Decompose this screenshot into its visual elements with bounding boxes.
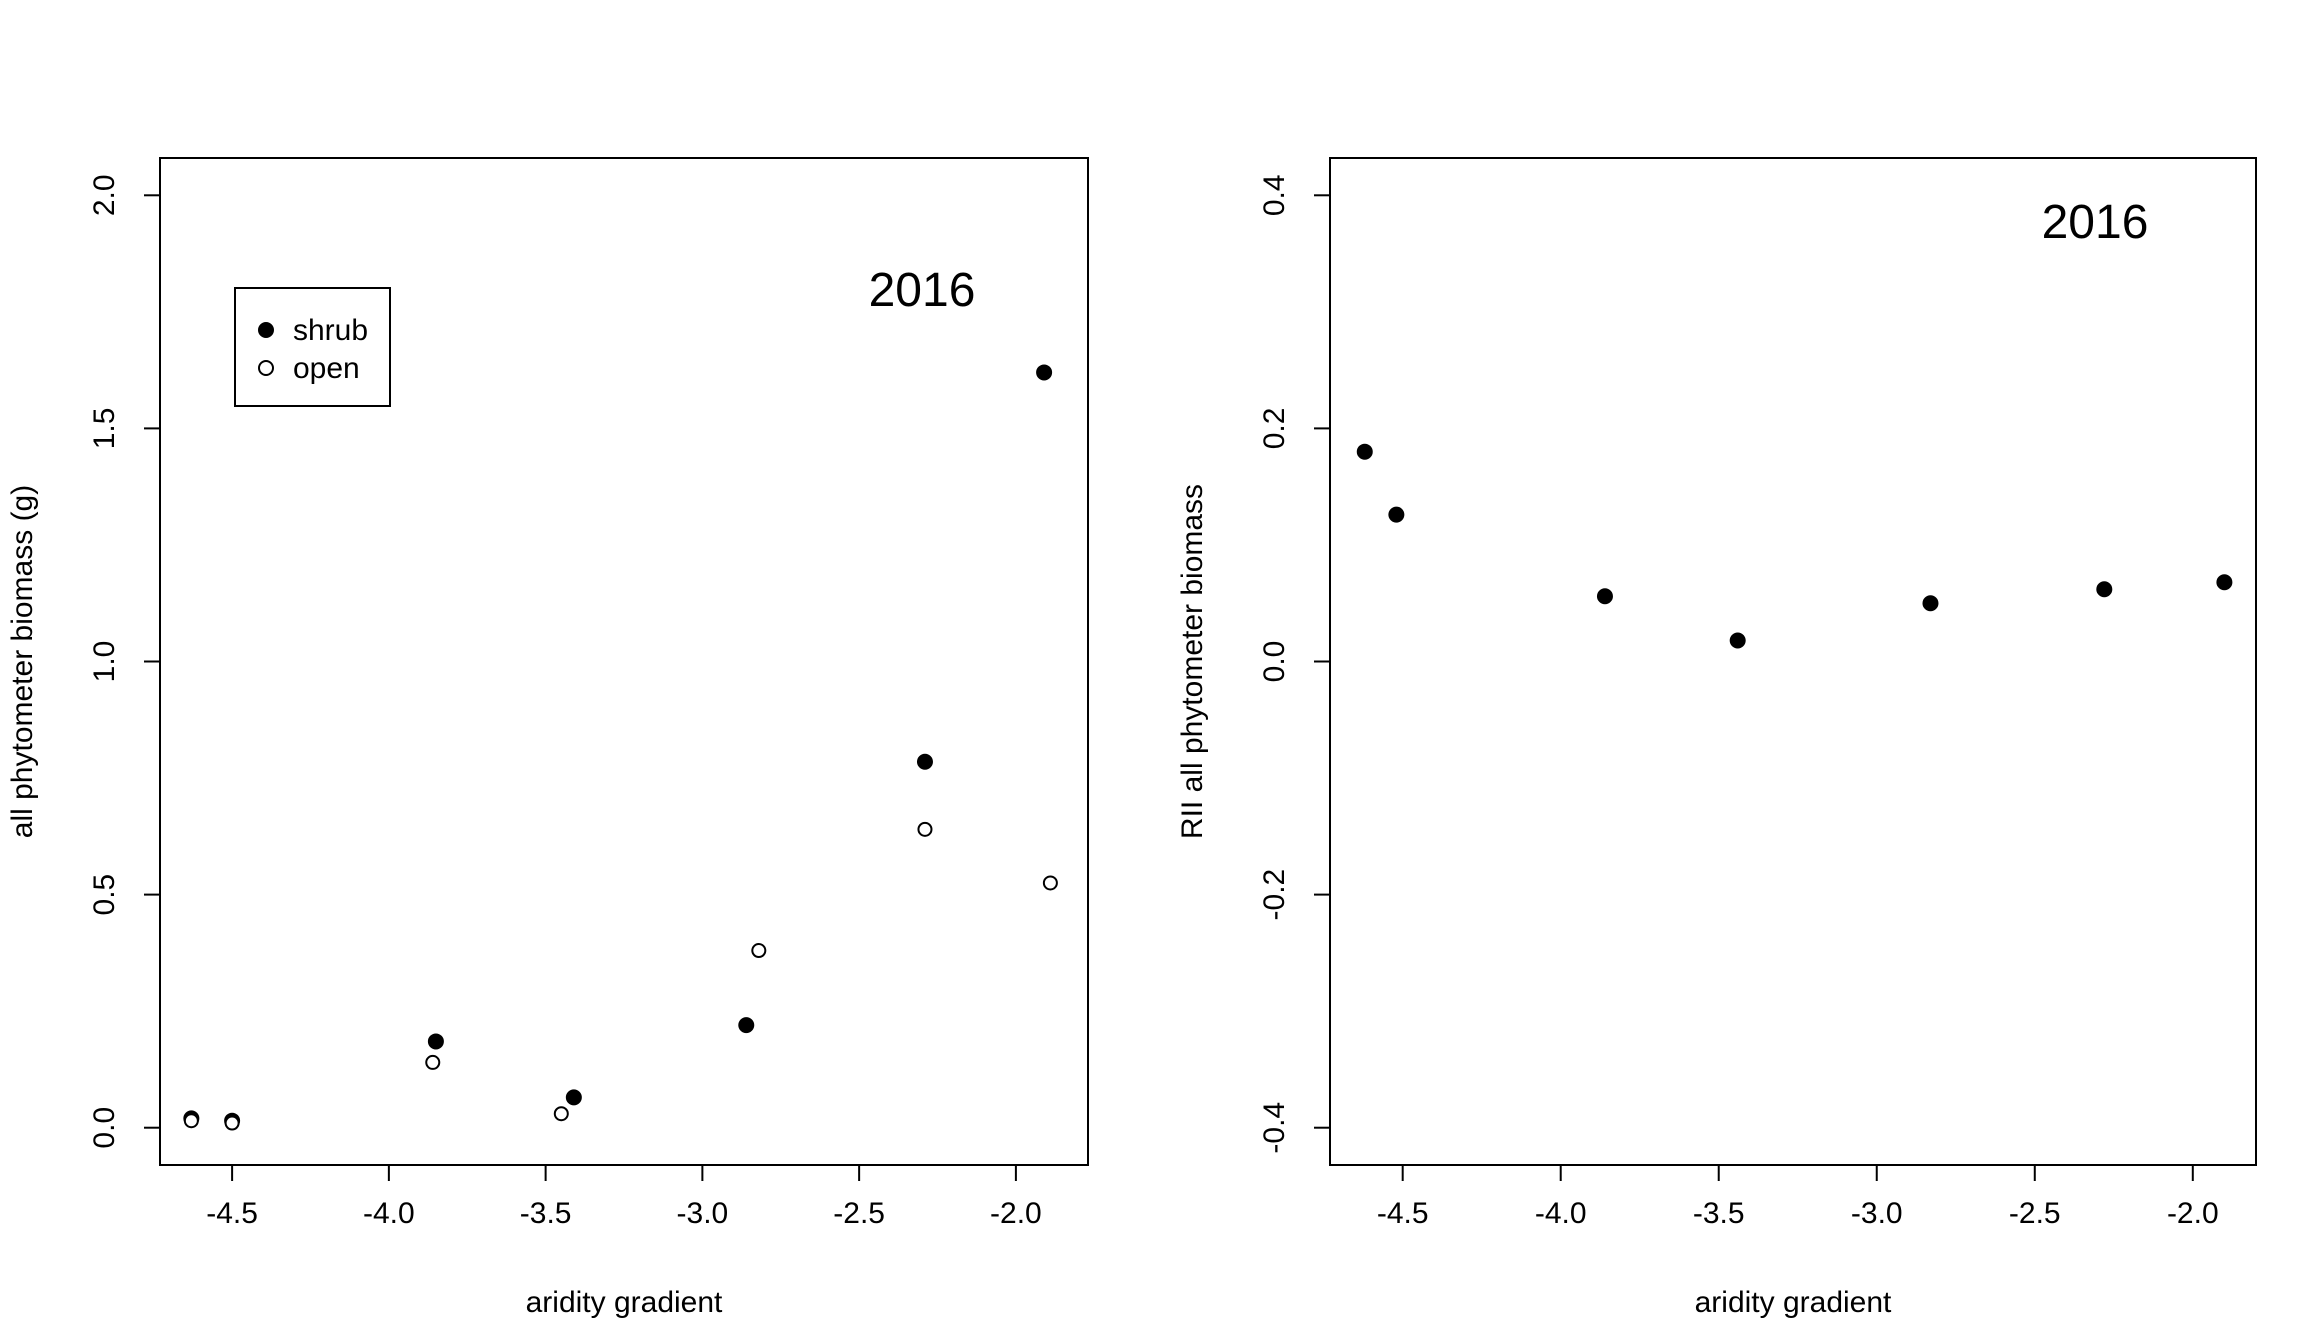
y-tick-label: 1.0 (88, 641, 121, 683)
y-axis-label: all phytometer biomass (g) (6, 485, 39, 838)
x-tick-label: -4.5 (1377, 1197, 1429, 1230)
series-0-point (1596, 588, 1613, 605)
y-tick-label: 2.0 (88, 174, 121, 216)
x-tick-label: -3.0 (677, 1197, 729, 1230)
shrub-point (1036, 364, 1053, 381)
shrub-point (565, 1089, 582, 1106)
x-axis-ticks: -4.5 -4.0 -3.5 -3.0 -2.5 -2.0 (206, 1164, 1042, 1230)
x-tick-label: -2.5 (833, 1197, 885, 1230)
x-tick-label: -3.5 (520, 1197, 572, 1230)
x-axis-label: aridity gradient (1695, 1286, 1892, 1319)
y-axis-ticks: 0.0 0.5 1.0 1.5 2.0 (88, 174, 161, 1149)
y-tick-label: 1.5 (88, 408, 121, 450)
data-points (183, 364, 1058, 1131)
x-tick-label: -4.0 (1535, 1197, 1587, 1230)
x-axis-label: aridity gradient (526, 1286, 723, 1319)
data-points (1356, 443, 2233, 649)
biomass-panel: -4.5 -4.0 -3.5 -3.0 -2.5 -2.0 0.0 0.5 1.0 1.5 2.0… (6, 157, 1089, 1319)
x-tick-label: -2.5 (2009, 1197, 2061, 1230)
open-point (1042, 875, 1058, 891)
plot-frame (1329, 157, 2257, 1166)
legend-label-open: open (293, 352, 360, 385)
legend-marker-open (258, 360, 274, 376)
y-tick-label: 0.0 (88, 1107, 121, 1149)
legend-label-shrub: shrub (293, 314, 368, 347)
open-point (183, 1113, 199, 1129)
y-axis-ticks: -0.4 -0.2 0.0 0.2 0.4 (1258, 174, 1331, 1154)
y-tick-label: 0.2 (1258, 408, 1291, 450)
legend-box (234, 287, 391, 407)
x-tick-label: -2.0 (990, 1197, 1042, 1230)
y-tick-label: -0.2 (1258, 869, 1291, 921)
y-tick-label: 0.4 (1258, 174, 1291, 216)
open-point (917, 821, 933, 837)
shrub-point (427, 1033, 444, 1050)
series-0-point (2096, 581, 2113, 598)
year-annotation: 2016 (869, 264, 976, 317)
y-axis-label: RII all phytometer biomass (1176, 484, 1209, 839)
x-tick-label: -4.0 (363, 1197, 415, 1230)
shrub-point (916, 753, 933, 770)
rii-panel: -4.5 -4.0 -3.5 -3.0 -2.5 -2.0 -0.4 -0.2 0.0 0.2 0… (1176, 157, 2257, 1319)
series-0-point (1356, 443, 1373, 460)
open-point (425, 1054, 441, 1070)
series-0-point (1388, 506, 1405, 523)
y-tick-label: 0.0 (1258, 641, 1291, 683)
y-tick-label: -0.4 (1258, 1102, 1291, 1154)
shrub-point (738, 1017, 755, 1034)
legend-marker-shrub (258, 322, 274, 338)
x-tick-label: -2.0 (2167, 1197, 2219, 1230)
x-axis-ticks: -4.5 -4.0 -3.5 -3.0 -2.5 -2.0 (1377, 1164, 2219, 1230)
series-0-point (1729, 632, 1746, 649)
legend: shrub open (234, 287, 391, 407)
open-point (224, 1115, 240, 1131)
open-point (553, 1106, 569, 1122)
x-tick-label: -3.0 (1851, 1197, 1903, 1230)
x-tick-label: -4.5 (206, 1197, 258, 1230)
year-annotation: 2016 (2042, 196, 2149, 249)
x-tick-label: -3.5 (1693, 1197, 1745, 1230)
y-tick-label: 0.5 (88, 874, 121, 916)
series-0-point (2216, 574, 2233, 591)
series-0-point (1922, 595, 1939, 612)
open-point (751, 943, 767, 959)
